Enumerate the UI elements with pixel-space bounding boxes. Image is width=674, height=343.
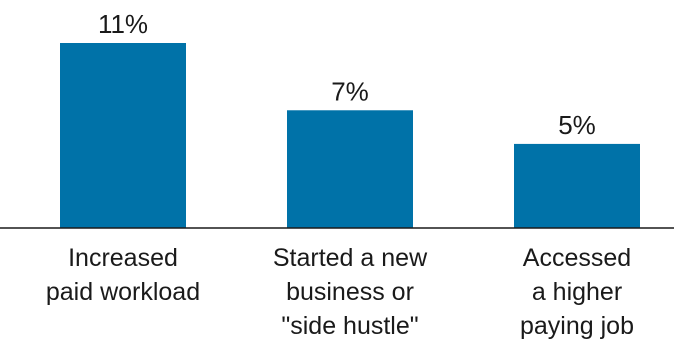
category-label-line: business or bbox=[286, 278, 414, 306]
category-label-line: "side hustle" bbox=[281, 312, 418, 340]
bar-value-label-3: 5% bbox=[558, 110, 596, 140]
category-label-1: Increased paid workload bbox=[46, 244, 200, 306]
category-label-2: Started a new business or "side hustle" bbox=[273, 244, 428, 340]
bar-value-label-2: 7% bbox=[331, 76, 369, 106]
category-label-line: paying job bbox=[520, 312, 634, 340]
value-labels-layer: 11% 7% 5% bbox=[98, 9, 596, 140]
category-labels-layer: Increased paid workload Started a new busin… bbox=[46, 244, 634, 340]
bar-value-label-1: 11% bbox=[98, 9, 148, 39]
category-label-line: Accessed bbox=[523, 244, 631, 272]
category-label-line: Increased bbox=[68, 244, 178, 272]
category-label-line: Started a new bbox=[273, 244, 428, 272]
bar-3 bbox=[514, 143, 640, 228]
bars-layer bbox=[60, 43, 640, 228]
category-label-line: paid workload bbox=[46, 278, 200, 306]
category-label-line: a higher bbox=[532, 278, 622, 306]
category-label-3: Accessed a higher paying job bbox=[520, 244, 634, 340]
bar-2 bbox=[287, 110, 413, 228]
bar-1 bbox=[60, 43, 186, 228]
